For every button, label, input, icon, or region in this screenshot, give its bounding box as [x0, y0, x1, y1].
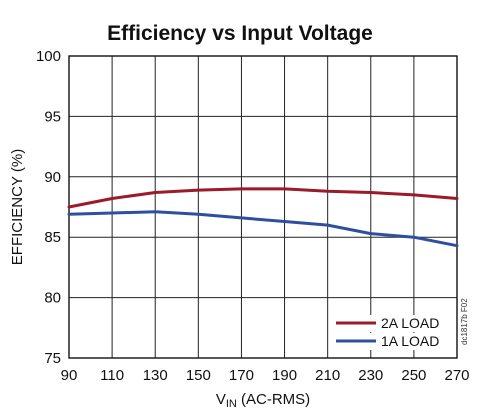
legend-entry-bg: [332, 333, 453, 350]
y-tick-label: 80: [44, 290, 61, 307]
x-tick-label: 110: [100, 367, 124, 384]
series-line-2: [67, 210, 459, 248]
chart-title: Efficiency vs Input Voltage: [107, 22, 373, 45]
y-tick-label: 85: [44, 229, 61, 246]
legend-entry-bg: [332, 315, 453, 332]
y-tick-label: 90: [44, 169, 61, 186]
x-tick-label: 90: [61, 367, 78, 384]
x-axis-label: VIN (AC-RMS): [216, 391, 310, 410]
x-tick-label: 270: [444, 367, 469, 384]
legend-label: 2A LOAD: [381, 315, 439, 331]
tick-labels: 90 110 130 150 170 190 210 230 250 270 75 80 85 90 95 1…: [36, 48, 470, 384]
x-tick-label: 190: [272, 367, 297, 384]
y-tick-label: 75: [44, 350, 61, 367]
y-tick-label: 95: [44, 108, 61, 125]
x-tick-label: 170: [229, 367, 254, 384]
x-axis-label-main: V: [216, 391, 226, 408]
y-axis-label: EFFICIENCY (%): [9, 149, 26, 265]
x-tick-label: 230: [358, 367, 383, 384]
figure-code: dc1817b F02: [460, 298, 469, 345]
x-tick-label: 250: [401, 367, 426, 384]
x-tick-label: 210: [315, 367, 340, 384]
x-axis-label-rest: (AC-RMS): [237, 391, 310, 408]
y-tick-label: 100: [36, 48, 61, 65]
x-tick-label: 150: [186, 367, 211, 384]
legend: 2A LOAD 1A LOAD: [332, 315, 453, 350]
series-line-1: [67, 187, 459, 209]
x-tick-label: 130: [143, 367, 168, 384]
grid-lines: [68, 55, 458, 359]
legend-label: 1A LOAD: [381, 333, 439, 349]
plot-area-frame: [68, 55, 458, 359]
x-axis-label-subscript: IN: [226, 398, 237, 410]
series-lines: [67, 187, 459, 248]
